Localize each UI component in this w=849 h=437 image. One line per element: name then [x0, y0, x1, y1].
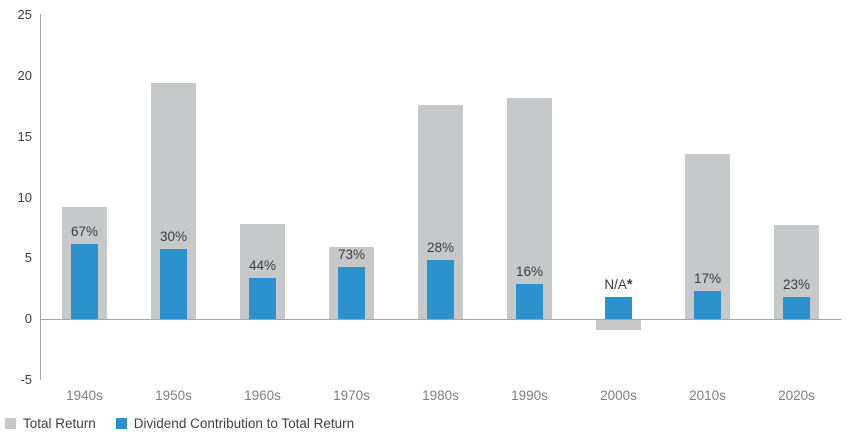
x-axis-label: 2020s: [778, 388, 815, 403]
legend-item: Dividend Contribution to Total Return: [115, 416, 355, 431]
bar-dividend-contribution: [71, 243, 98, 320]
bar-percentage-label: 67%: [70, 223, 99, 239]
bar-dividend-contribution: [516, 283, 543, 320]
x-axis-label: 1960s: [244, 388, 281, 403]
bar-total-return: [596, 319, 641, 331]
bar-dividend-contribution: [249, 277, 276, 320]
bar-dividend-contribution: [427, 259, 454, 320]
legend-label: Dividend Contribution to Total Return: [133, 416, 355, 431]
bar-dividend-contribution: [160, 248, 187, 320]
bar-percentage-label: N/A*: [604, 277, 633, 294]
y-axis-tick-label: -5: [20, 372, 32, 387]
legend-swatch-icon: [115, 418, 127, 429]
bar-dividend-contribution: [338, 266, 365, 320]
bar-percentage-label: 17%: [693, 271, 722, 287]
x-axis-label: 1950s: [155, 388, 192, 403]
y-axis-tick-label: 15: [17, 128, 32, 144]
zero-baseline: [40, 319, 841, 320]
bar-total-return: [507, 97, 552, 320]
x-axis-label: 2000s: [600, 388, 637, 403]
y-axis-tick-label: 0: [24, 311, 32, 327]
x-axis-label: 1940s: [66, 388, 103, 403]
bar-percentage-label: 44%: [248, 257, 277, 273]
legend: Total Return Dividend Contribution to Tot…: [5, 416, 354, 431]
y-axis-tick-label: 10: [17, 189, 32, 205]
bar-percentage-label: 28%: [426, 239, 455, 255]
legend-label: Total Return: [23, 416, 96, 431]
bar-dividend-contribution: [783, 297, 810, 320]
bar-percentage-label: 30%: [159, 228, 188, 244]
legend-item: Total Return: [5, 416, 96, 431]
y-axis-tick-label: 5: [24, 250, 32, 266]
bar-dividend-contribution: [694, 291, 721, 320]
y-axis-tick-label: 20: [17, 67, 32, 83]
bar-percentage-label: 23%: [782, 277, 811, 293]
x-axis-label: 2010s: [689, 388, 726, 403]
y-axis-line: [40, 14, 41, 380]
bar-dividend-contribution: [605, 297, 632, 320]
bar-percentage-label: 16%: [515, 263, 544, 279]
y-axis-tick-label: 25: [17, 7, 32, 22]
x-axis-label: 1990s: [511, 388, 548, 403]
legend-swatch-icon: [5, 418, 16, 429]
x-axis-label: 1970s: [333, 388, 370, 403]
bar-percentage-label: 73%: [337, 246, 366, 262]
x-axis-label: 1980s: [422, 388, 459, 403]
